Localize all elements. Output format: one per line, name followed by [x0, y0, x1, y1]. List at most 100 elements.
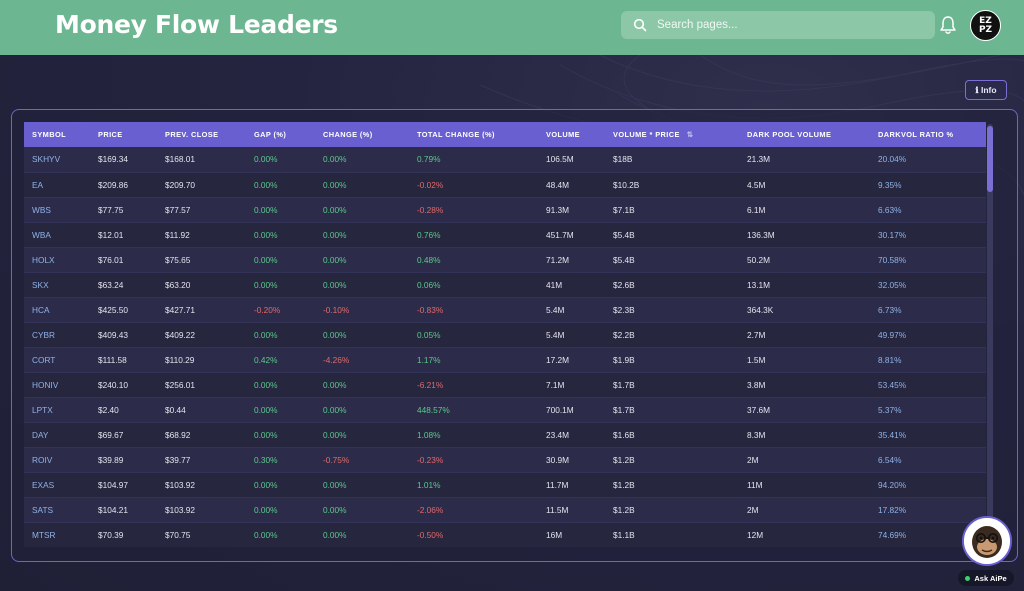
table-cell-symbol[interactable]: SKHYV: [24, 147, 90, 173]
table-cell-total-change: 1.17%: [409, 347, 538, 373]
sort-icon[interactable]: ⇅: [686, 130, 694, 139]
table-cell-dark-pool-volume: 2M: [739, 447, 870, 473]
table-cell-volume: 700.1M: [538, 397, 605, 423]
table-cell-symbol[interactable]: EXAS: [24, 472, 90, 498]
online-status-dot: [965, 575, 971, 581]
ai-assistant-avatar[interactable]: [962, 516, 1012, 566]
column-header-volume-price[interactable]: VOLUME * PRICE ⇅: [613, 130, 694, 139]
table-cell-volume-price: $2.3B: [605, 297, 739, 323]
table-row[interactable]: ROIV $39.89 $39.77 0.30% -0.75% -0.23% 30.9M $1…: [24, 447, 986, 473]
table-cell-darkvol-ratio: 6.63%: [870, 197, 986, 223]
table-cell-volume: 5.4M: [538, 297, 605, 323]
column-header-change[interactable]: CHANGE (%): [323, 130, 373, 139]
table-row[interactable]: EXAS $104.97 $103.92 0.00% 0.00% 1.01% 11.7M $1…: [24, 472, 986, 498]
info-button[interactable]: ℹ Info: [965, 80, 1007, 100]
table-row[interactable]: LPTX $2.40 $0.44 0.00% 0.00% 448.57% 700.1M $1.…: [24, 397, 986, 423]
column-header-symbol[interactable]: SYMBOL: [32, 130, 67, 139]
table-cell-symbol[interactable]: MTSR: [24, 522, 90, 547]
table-cell-symbol[interactable]: HOLX: [24, 247, 90, 273]
table-cell-prev-close: $256.01: [157, 372, 246, 398]
search-input[interactable]: [657, 19, 917, 31]
table-cell-price: $104.21: [90, 497, 157, 523]
table-cell-price: $104.97: [90, 472, 157, 498]
search-box[interactable]: [621, 11, 935, 39]
table-cell-prev-close: $0.44: [157, 397, 246, 423]
table-cell-price: $77.75: [90, 197, 157, 223]
table-cell-darkvol-ratio: 53.45%: [870, 372, 986, 398]
table-cell-total-change: -6.21%: [409, 372, 538, 398]
table-cell-symbol[interactable]: CORT: [24, 347, 90, 373]
table-cell-symbol[interactable]: CYBR: [24, 322, 90, 348]
table-cell-symbol[interactable]: LPTX: [24, 397, 90, 423]
table-cell-dark-pool-volume: 136.3M: [739, 222, 870, 248]
table-cell-gap: 0.00%: [246, 172, 315, 198]
table-cell-total-change: 1.08%: [409, 422, 538, 448]
table-cell-dark-pool-volume: 21.3M: [739, 147, 870, 173]
table-cell-prev-close: $110.29: [157, 347, 246, 373]
table-row[interactable]: SKHYV $169.34 $168.01 0.00% 0.00% 0.79% 106.5M…: [24, 147, 986, 173]
table-cell-darkvol-ratio: 94.20%: [870, 472, 986, 498]
avatar[interactable]: EZ PZ: [970, 10, 1001, 41]
table-cell-symbol[interactable]: SATS: [24, 497, 90, 523]
table-cell-gap: 0.30%: [246, 447, 315, 473]
table-cell-change: 0.00%: [315, 497, 409, 523]
table-cell-volume-price: $1.7B: [605, 397, 739, 423]
column-header-dark-pool-volume[interactable]: DARK POOL VOLUME: [747, 130, 832, 139]
table-cell-total-change: -0.23%: [409, 447, 538, 473]
table-row[interactable]: HONIV $240.10 $256.01 0.00% 0.00% -6.21% 7.1M $…: [24, 372, 986, 398]
bell-icon[interactable]: [939, 15, 957, 35]
table-cell-symbol[interactable]: ROIV: [24, 447, 90, 473]
table-cell-volume-price: $1.2B: [605, 472, 739, 498]
scrollbar-thumb[interactable]: [987, 126, 993, 192]
table-cell-change: -0.75%: [315, 447, 409, 473]
table-cell-prev-close: $427.71: [157, 297, 246, 323]
ask-aipe-label: Ask AiPe: [974, 573, 1007, 583]
table-cell-darkvol-ratio: 5.37%: [870, 397, 986, 423]
table-row[interactable]: WBA $12.01 $11.92 0.00% 0.00% 0.76% 451.7M $5.4…: [24, 222, 986, 248]
column-header-total-change[interactable]: TOTAL CHANGE (%): [417, 130, 495, 139]
table-row[interactable]: WBS $77.75 $77.57 0.00% 0.00% -0.28% 91.3M $7.1…: [24, 197, 986, 223]
table-cell-symbol[interactable]: WBA: [24, 222, 90, 248]
table-cell-symbol[interactable]: SKX: [24, 272, 90, 298]
table-cell-total-change: 0.06%: [409, 272, 538, 298]
column-header-prev-close[interactable]: PREV. CLOSE: [165, 130, 219, 139]
table-cell-price: $169.34: [90, 147, 157, 173]
table-cell-darkvol-ratio: 70.58%: [870, 247, 986, 273]
table-cell-symbol[interactable]: HCA: [24, 297, 90, 323]
table-cell-symbol[interactable]: HONIV: [24, 372, 90, 398]
table-cell-symbol[interactable]: WBS: [24, 197, 90, 223]
table-row[interactable]: EA $209.86 $209.70 0.00% 0.00% -0.02% 48.4M $10…: [24, 172, 986, 198]
table-cell-change: 0.00%: [315, 197, 409, 223]
table-cell-prev-close: $68.92: [157, 422, 246, 448]
table-cell-symbol[interactable]: DAY: [24, 422, 90, 448]
table-row[interactable]: HOLX $76.01 $75.65 0.00% 0.00% 0.48% 71.2M $5.4…: [24, 247, 986, 273]
table-row[interactable]: SATS $104.21 $103.92 0.00% 0.00% -2.06% 11.5M $…: [24, 497, 986, 523]
table-cell-volume: 91.3M: [538, 197, 605, 223]
ask-aipe-button[interactable]: Ask AiPe: [958, 570, 1014, 586]
column-header-price[interactable]: PRICE: [98, 130, 123, 139]
column-header-gap[interactable]: GAP (%): [254, 130, 287, 139]
table-cell-darkvol-ratio: 30.17%: [870, 222, 986, 248]
table-scrollbar[interactable]: [987, 124, 993, 547]
table-cell-volume: 16M: [538, 522, 605, 547]
table-cell-dark-pool-volume: 6.1M: [739, 197, 870, 223]
table-cell-total-change: -0.28%: [409, 197, 538, 223]
table-cell-volume: 11.5M: [538, 497, 605, 523]
table-row[interactable]: SKX $63.24 $63.20 0.00% 0.00% 0.06% 41M $2.6B 13…: [24, 272, 986, 298]
table-row[interactable]: DAY $69.67 $68.92 0.00% 0.00% 1.08% 23.4M $1.6B…: [24, 422, 986, 448]
table-cell-gap: -0.20%: [246, 297, 315, 323]
table-row[interactable]: MTSR $70.39 $70.75 0.00% 0.00% -0.50% 16M $1.1B…: [24, 522, 986, 547]
table-cell-volume: 5.4M: [538, 322, 605, 348]
table-row[interactable]: CYBR $409.43 $409.22 0.00% 0.00% 0.05% 5.4M $2.…: [24, 322, 986, 348]
table-row[interactable]: CORT $111.58 $110.29 0.42% -4.26% 1.17% 17.2M $…: [24, 347, 986, 373]
table-cell-volume-price: $10.2B: [605, 172, 739, 198]
table-cell-symbol[interactable]: EA: [24, 172, 90, 198]
column-header-darkvol-ratio[interactable]: DARKVOL RATIO %: [878, 130, 954, 139]
table-cell-dark-pool-volume: 364.3K: [739, 297, 870, 323]
table-cell-price: $2.40: [90, 397, 157, 423]
table-cell-volume-price: $2.2B: [605, 322, 739, 348]
column-header-volume[interactable]: VOLUME: [546, 130, 581, 139]
table-cell-darkvol-ratio: 6.73%: [870, 297, 986, 323]
table-cell-prev-close: $103.92: [157, 472, 246, 498]
table-row[interactable]: HCA $425.50 $427.71 -0.20% -0.10% -0.83% 5.4M $…: [24, 297, 986, 323]
